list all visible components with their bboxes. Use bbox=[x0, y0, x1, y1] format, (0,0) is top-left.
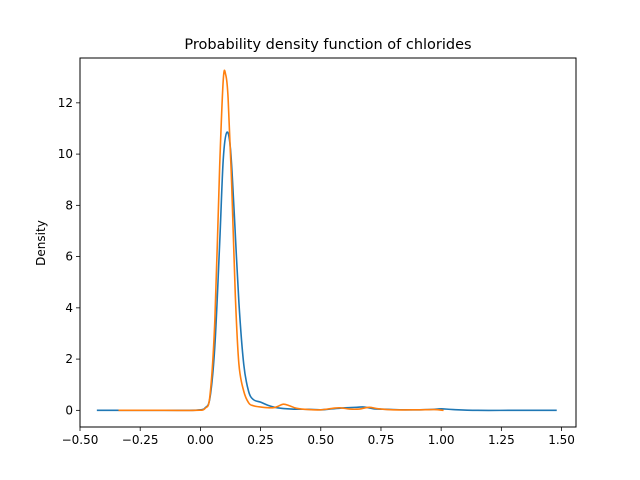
y-axis-label: Density bbox=[34, 220, 48, 266]
plot-area bbox=[96, 69, 557, 412]
x-tick-label: 0.25 bbox=[247, 433, 274, 447]
y-tick-label: 0 bbox=[65, 403, 73, 417]
x-tick-label: 1.00 bbox=[428, 433, 455, 447]
series-line-2 bbox=[118, 69, 444, 412]
x-tick-label: 0.50 bbox=[307, 433, 334, 447]
x-axis: −0.50 −0.25 0.00 0.25 0.50 0.75 1.00 1.25 1.50 bbox=[62, 427, 575, 447]
chart-title: Probability density function of chloride… bbox=[184, 37, 471, 53]
y-tick-label: 4 bbox=[65, 301, 73, 315]
y-tick-label: 8 bbox=[65, 198, 73, 212]
x-tick-label: 0.75 bbox=[368, 433, 395, 447]
y-axis: 0 2 4 6 8 10 12 bbox=[58, 96, 80, 417]
x-tick-label: −0.25 bbox=[122, 433, 159, 447]
y-tick-label: 12 bbox=[58, 96, 73, 110]
x-tick-label: 0.00 bbox=[187, 433, 214, 447]
x-tick-label: 1.25 bbox=[488, 433, 515, 447]
x-tick-label: −0.50 bbox=[62, 433, 99, 447]
y-tick-label: 2 bbox=[65, 352, 73, 366]
y-tick-label: 6 bbox=[65, 250, 73, 264]
x-tick-label: 1.50 bbox=[548, 433, 575, 447]
y-tick-label: 10 bbox=[58, 147, 73, 161]
axes-frame bbox=[79, 57, 577, 428]
